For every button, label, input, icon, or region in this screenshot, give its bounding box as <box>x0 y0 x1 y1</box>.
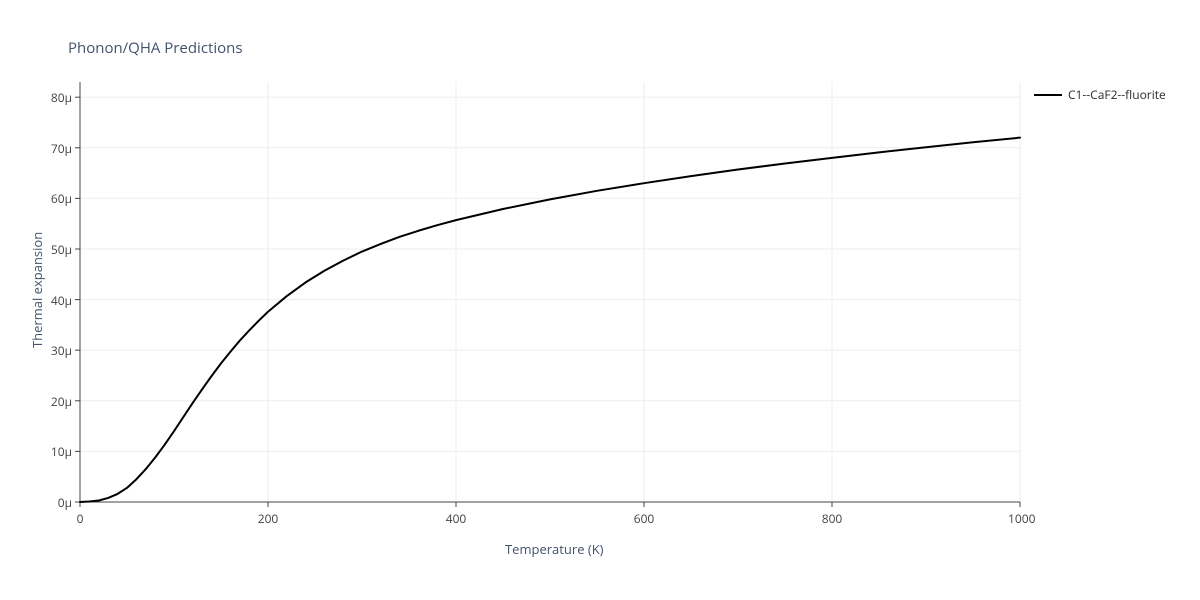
y-tick-label: 40μ <box>51 292 72 309</box>
x-tick-label: 200 <box>256 510 280 527</box>
legend-label: C1--CaF2--fluorite <box>1068 86 1166 103</box>
x-tick-label: 800 <box>820 510 844 527</box>
y-tick-label: 70μ <box>51 140 72 157</box>
legend-swatch <box>1034 94 1062 96</box>
y-tick-label: 30μ <box>51 342 72 359</box>
y-tick-label: 0μ <box>58 494 72 511</box>
y-tick-label: 50μ <box>51 241 72 258</box>
y-tick-label: 80μ <box>51 89 72 106</box>
x-tick-label: 400 <box>444 510 468 527</box>
chart-container: Phonon/QHA Predictions Thermal expansion… <box>0 0 1200 600</box>
y-tick-label: 10μ <box>51 443 72 460</box>
y-tick-label: 20μ <box>51 393 72 410</box>
y-tick-label: 60μ <box>51 190 72 207</box>
legend: C1--CaF2--fluorite <box>1034 86 1166 103</box>
x-tick-label: 0 <box>68 510 92 527</box>
x-tick-label: 600 <box>632 510 656 527</box>
x-tick-label: 1000 <box>1008 510 1032 527</box>
